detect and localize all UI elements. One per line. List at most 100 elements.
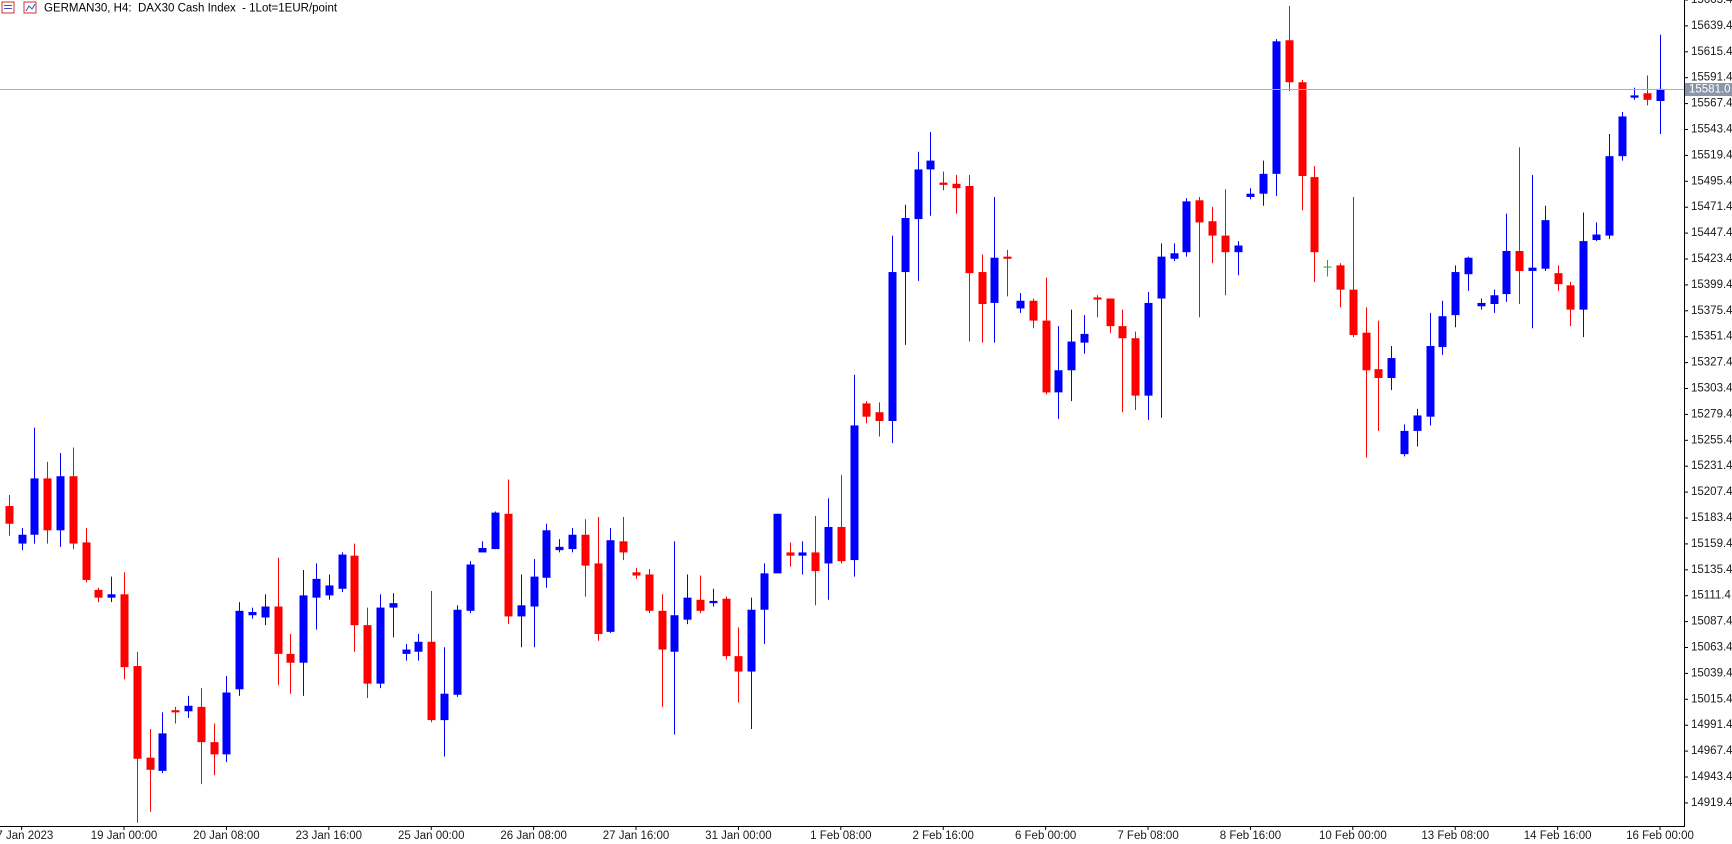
candle-body: [133, 666, 142, 759]
candle-body: [1630, 95, 1639, 98]
symbol-icons: [1, 1, 37, 14]
y-tick-label: 14991.4: [1691, 719, 1732, 731]
y-tick-label: 15351.4: [1691, 331, 1732, 343]
candle-body: [1259, 173, 1268, 194]
x-tick-label: 10 Feb 00:00: [1319, 830, 1387, 842]
candle-body: [1246, 193, 1255, 197]
candle-body: [69, 476, 78, 544]
y-tick-label: 15279.4: [1691, 408, 1732, 420]
candle-body: [1182, 201, 1191, 253]
x-tick-label: 27 Jan 16:00: [603, 830, 670, 842]
candle-body: [197, 706, 206, 743]
candle-body: [1272, 41, 1281, 174]
candle-body: [965, 185, 974, 274]
y-tick-label: 15087.4: [1691, 616, 1732, 628]
x-tick-label: 19 Jan 00:00: [91, 830, 158, 842]
y-tick-label: 15495.4: [1691, 175, 1732, 187]
candle-body: [82, 542, 91, 580]
candle-body: [1362, 332, 1371, 371]
y-tick-label: 15471.4: [1691, 201, 1732, 213]
candle-body: [888, 272, 897, 421]
candle-body: [850, 425, 859, 561]
candle-body: [517, 605, 526, 617]
candle-body: [1131, 338, 1140, 396]
candle-body: [1438, 316, 1447, 348]
candle-body: [56, 476, 65, 531]
candle-body: [1451, 272, 1460, 316]
candle-body: [594, 563, 603, 635]
candle-body: [1170, 253, 1179, 259]
candle-body: [1144, 302, 1153, 396]
candle-body: [171, 710, 180, 713]
candle-body: [1579, 241, 1588, 310]
candle-body: [1016, 300, 1025, 309]
candle-body: [568, 534, 577, 550]
x-tick-label: 16 Feb 00:00: [1626, 830, 1694, 842]
candle-body: [632, 572, 641, 576]
candle-body: [1285, 40, 1294, 83]
y-tick-label: 15663.4: [1691, 0, 1732, 6]
candle-body: [478, 548, 487, 553]
candle-body: [811, 552, 820, 572]
y-tick-label: 15111.4: [1691, 590, 1731, 602]
candle-body: [926, 160, 935, 170]
candle-body: [670, 615, 679, 652]
y-tick-label: 14967.4: [1691, 745, 1732, 757]
candle-body: [1323, 266, 1332, 268]
candle-body: [683, 597, 692, 620]
chart-title: GERMAN30, H4: DAX30 Cash Index - 1Lot=1E…: [44, 3, 338, 15]
candle-body: [1400, 430, 1409, 455]
y-tick-label: 15615.4: [1691, 46, 1732, 58]
candle-body: [1387, 358, 1396, 379]
candle-body: [1554, 273, 1563, 285]
candle-body: [1195, 200, 1204, 223]
candle-body: [210, 742, 219, 755]
candle-body: [414, 641, 423, 652]
candle-body: [658, 610, 667, 650]
candle-body: [978, 272, 987, 305]
candle-body: [325, 585, 334, 596]
candle-body: [504, 513, 513, 617]
candle-body: [1067, 341, 1076, 371]
y-tick-label: 15423.4: [1691, 253, 1732, 265]
candle-body: [427, 641, 436, 721]
x-tick-label: 1 Feb 08:00: [810, 830, 871, 842]
candle-body: [1643, 93, 1652, 100]
candle-body: [1054, 370, 1063, 393]
candle-body: [376, 607, 385, 684]
candle-body: [120, 594, 129, 668]
y-tick-label: 15375.4: [1691, 305, 1732, 317]
candle-body: [875, 412, 884, 421]
candle-body: [542, 530, 551, 578]
candle-body: [722, 598, 731, 657]
candle-body: [299, 595, 308, 663]
candle-body: [440, 693, 449, 721]
candle-body: [261, 606, 270, 618]
candle-body: [389, 603, 398, 608]
candle-body: [1106, 298, 1115, 327]
candle-body: [786, 552, 795, 556]
icon-chart-line: [25, 3, 36, 12]
candle-body: [990, 257, 999, 303]
candle-body: [1298, 82, 1307, 177]
candle-body: [824, 526, 833, 564]
y-tick-label: 15255.4: [1691, 434, 1732, 446]
y-tick-label: 15327.4: [1691, 357, 1732, 369]
candle-body: [1234, 245, 1243, 253]
candle-body: [1118, 326, 1127, 339]
candle-body: [606, 540, 615, 632]
candle-body: [18, 534, 27, 544]
y-tick-label: 15039.4: [1691, 667, 1732, 679]
y-tick-label: 15543.4: [1691, 124, 1732, 136]
y-tick-label: 14919.4: [1691, 797, 1732, 809]
candle-body: [1413, 415, 1422, 431]
candle-body: [798, 552, 807, 556]
candle-body: [107, 594, 116, 598]
plot-area: [0, 6, 1684, 823]
candle-body: [491, 512, 500, 550]
candle-body: [1093, 297, 1102, 300]
x-tick-label: 6 Feb 00:00: [1015, 830, 1076, 842]
candle-body: [1042, 320, 1051, 393]
